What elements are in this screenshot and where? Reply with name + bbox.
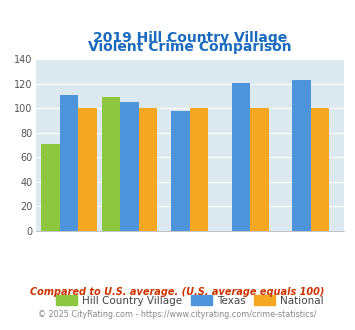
- Bar: [120, 102, 139, 231]
- Bar: [232, 83, 250, 231]
- Bar: [250, 109, 269, 231]
- Text: 2019 Hill Country Village: 2019 Hill Country Village: [93, 31, 287, 45]
- Text: © 2025 CityRating.com - https://www.cityrating.com/crime-statistics/: © 2025 CityRating.com - https://www.city…: [38, 310, 317, 319]
- Bar: [102, 97, 120, 231]
- Bar: [292, 80, 311, 231]
- Text: Violent Crime Comparison: Violent Crime Comparison: [88, 41, 292, 54]
- Bar: [171, 111, 190, 231]
- Bar: [42, 144, 60, 231]
- Bar: [139, 109, 157, 231]
- Text: Compared to U.S. average. (U.S. average equals 100): Compared to U.S. average. (U.S. average …: [30, 287, 325, 297]
- Bar: [78, 109, 97, 231]
- Bar: [311, 109, 329, 231]
- Legend: Hill Country Village, Texas, National: Hill Country Village, Texas, National: [52, 291, 328, 310]
- Bar: [190, 109, 208, 231]
- Bar: [60, 95, 78, 231]
